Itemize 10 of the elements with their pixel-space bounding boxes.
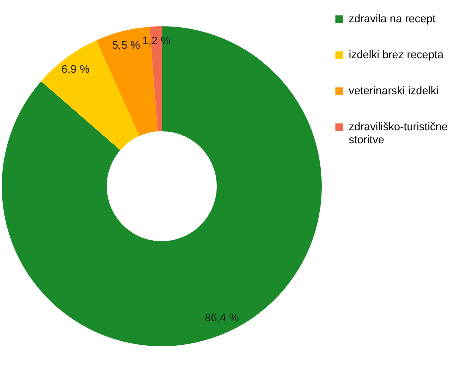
donut-slice [41, 40, 140, 150]
data-label: 5,5 % [112, 40, 141, 52]
data-label: 6,9 % [62, 64, 90, 76]
donut-slice [96, 26, 158, 136]
legend-label: zdraviliško-turistične storitve [349, 122, 448, 146]
legend-label: izdelki brez recepta [349, 50, 445, 62]
legend-label: zdravila na recept [349, 14, 436, 26]
donut-slice [2, 26, 322, 346]
legend-label: veterinarski izdelki [349, 86, 439, 98]
data-label: 86,4 % [204, 312, 240, 324]
